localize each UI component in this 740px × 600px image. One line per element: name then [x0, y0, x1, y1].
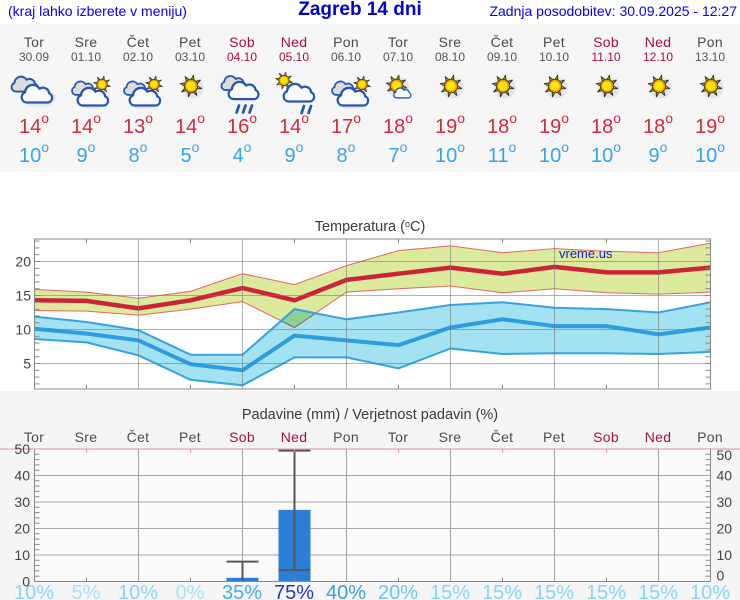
svg-text:10: 10	[15, 322, 31, 338]
svg-text:20: 20	[15, 254, 31, 270]
svg-text:20: 20	[717, 521, 733, 537]
svg-text:40: 40	[717, 468, 733, 484]
svg-text:15: 15	[15, 288, 31, 304]
svg-text:20: 20	[14, 521, 30, 537]
svg-text:0: 0	[22, 574, 30, 590]
svg-text:40: 40	[14, 468, 30, 484]
svg-text:10: 10	[14, 547, 30, 563]
svg-text:0: 0	[717, 568, 725, 584]
svg-text:50: 50	[14, 441, 30, 457]
svg-text:5: 5	[23, 356, 31, 372]
svg-text:10: 10	[717, 547, 733, 563]
svg-text:30: 30	[717, 494, 733, 510]
svg-text:30: 30	[14, 494, 30, 510]
svg-text:50: 50	[717, 447, 733, 463]
